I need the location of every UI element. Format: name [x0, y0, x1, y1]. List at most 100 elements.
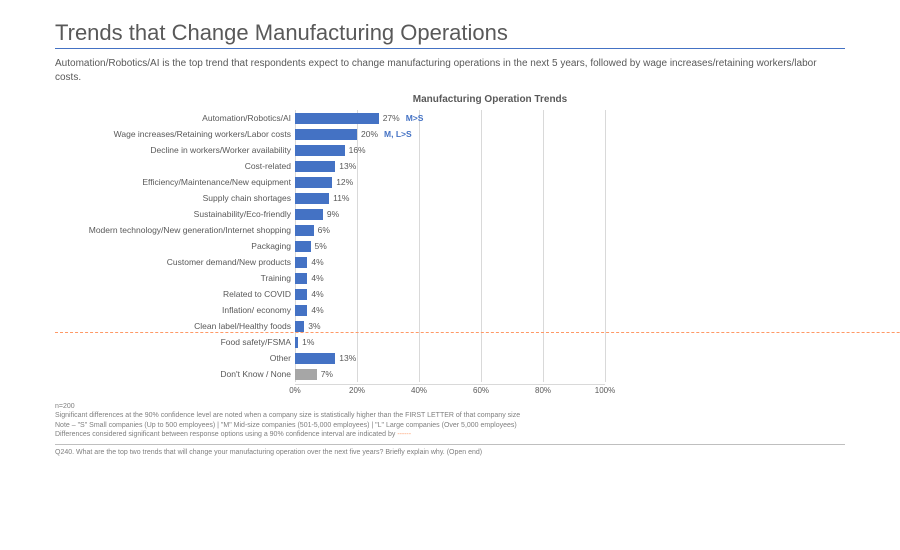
footnote-sig: Significant differences at the 90% confi… [55, 411, 845, 420]
bar-value: 6% [318, 225, 330, 235]
bar-label: Decline in workers/Worker availability [55, 146, 295, 155]
bar-value: 13% [339, 161, 356, 171]
bar-row: 1% [295, 334, 845, 350]
subtitle: Automation/Robotics/AI is the top trend … [55, 57, 845, 84]
page-title: Trends that Change Manufacturing Operati… [55, 20, 845, 46]
bar [295, 257, 307, 268]
bar-row: 4% [295, 286, 845, 302]
bar-label: Modern technology/New generation/Interne… [55, 226, 295, 235]
bar [295, 129, 357, 140]
label-row: Other [55, 350, 295, 366]
bar-value: 3% [308, 321, 320, 331]
labels-column: Automation/Robotics/AI Wage increases/Ret… [55, 110, 295, 396]
bar-label: Cost-related [55, 162, 295, 171]
footnote-question: Q240. What are the top two trends that w… [55, 444, 845, 457]
label-row: Customer demand/New products [55, 254, 295, 270]
x-tick-label: 80% [535, 386, 551, 395]
x-tick-label: 0% [289, 386, 301, 395]
bar-value: 4% [311, 273, 323, 283]
bar-value: 9% [327, 209, 339, 219]
chart-title: Manufacturing Operation Trends [135, 94, 845, 105]
bar-row: 20% M, L>S [295, 126, 845, 142]
bar-row: 5% [295, 238, 845, 254]
label-row: Decline in workers/Worker availability [55, 142, 295, 158]
axis-line [295, 384, 605, 385]
bars: 27% M>S 20% M, L>S 16% 13% 12% 11% 9% 6% 5% 4% 4% 4% 4… [295, 110, 845, 382]
bar [295, 353, 335, 364]
bar-label: Automation/Robotics/AI [55, 114, 295, 123]
significance-label: M, L>S [384, 129, 412, 139]
label-row: Sustainability/Eco-friendly [55, 206, 295, 222]
bars-column: 27% M>S 20% M, L>S 16% 13% 12% 11% 9% 6% 5% 4% 4% 4% 4… [295, 110, 845, 396]
bar-label: Inflation/ economy [55, 306, 295, 315]
bar-row: 6% [295, 222, 845, 238]
label-row: Related to COVID [55, 286, 295, 302]
label-row: Training [55, 270, 295, 286]
divider-dashed [55, 332, 900, 333]
bar-row: 7% [295, 366, 845, 382]
x-tick-label: 40% [411, 386, 427, 395]
x-tick-label: 60% [473, 386, 489, 395]
label-row: Automation/Robotics/AI [55, 110, 295, 126]
label-row: Wage increases/Retaining workers/Labor c… [55, 126, 295, 142]
bar [295, 321, 304, 332]
x-axis: 0%20%40%60%80%100% [295, 384, 605, 396]
bar-row: 4% [295, 270, 845, 286]
footnote-sizes: Note – "S" Small companies (Up to 500 em… [55, 421, 845, 430]
bar-label: Supply chain shortages [55, 194, 295, 203]
bar-value: 1% [302, 337, 314, 347]
bar-label: Don't Know / None [55, 370, 295, 379]
bar-row: 9% [295, 206, 845, 222]
bar [295, 337, 298, 348]
bar-row: 4% [295, 302, 845, 318]
chart: Manufacturing Operation Trends Automatio… [55, 94, 845, 396]
bar [295, 145, 345, 156]
bar-label: Training [55, 274, 295, 283]
bar-row: 12% [295, 174, 845, 190]
bar-label: Clean label/Healthy foods [55, 322, 295, 331]
bar-value: 20% [361, 129, 378, 139]
bar [295, 113, 379, 124]
bar-value: 13% [339, 353, 356, 363]
label-row: Inflation/ economy [55, 302, 295, 318]
bar-label: Other [55, 354, 295, 363]
bar [295, 209, 323, 220]
bar-value: 4% [311, 289, 323, 299]
x-tick-label: 20% [349, 386, 365, 395]
bar-value: 4% [311, 305, 323, 315]
bar-label: Related to COVID [55, 290, 295, 299]
label-row: Efficiency/Maintenance/New equipment [55, 174, 295, 190]
label-row: Packaging [55, 238, 295, 254]
bar-label: Sustainability/Eco-friendly [55, 210, 295, 219]
bar-row: 11% [295, 190, 845, 206]
bar-label: Customer demand/New products [55, 258, 295, 267]
bar-value: 27% [383, 113, 400, 123]
footnote-n: n=200 [55, 402, 845, 411]
bar-value: 12% [336, 177, 353, 187]
bar-value: 16% [349, 145, 366, 155]
bar-label: Food safety/FSMA [55, 338, 295, 347]
title-underline [55, 48, 845, 49]
bar-label: Efficiency/Maintenance/New equipment [55, 178, 295, 187]
bar [295, 193, 329, 204]
chart-area: Automation/Robotics/AI Wage increases/Ret… [55, 110, 845, 396]
label-row: Supply chain shortages [55, 190, 295, 206]
bar-value: 7% [321, 369, 333, 379]
bar-value: 4% [311, 257, 323, 267]
bar-row: 27% M>S [295, 110, 845, 126]
bar [295, 225, 314, 236]
bar [295, 369, 317, 380]
significance-label: M>S [406, 113, 424, 123]
bar [295, 273, 307, 284]
bar [295, 241, 311, 252]
label-row: Cost-related [55, 158, 295, 174]
label-row: Modern technology/New generation/Interne… [55, 222, 295, 238]
bar-label: Wage increases/Retaining workers/Labor c… [55, 130, 295, 139]
bar [295, 289, 307, 300]
bar-value: 11% [333, 193, 349, 203]
bar-value: 5% [315, 241, 327, 251]
bar-row: 13% [295, 158, 845, 174]
bar-row: 13% [295, 350, 845, 366]
bar [295, 177, 332, 188]
x-tick-label: 100% [595, 386, 615, 395]
